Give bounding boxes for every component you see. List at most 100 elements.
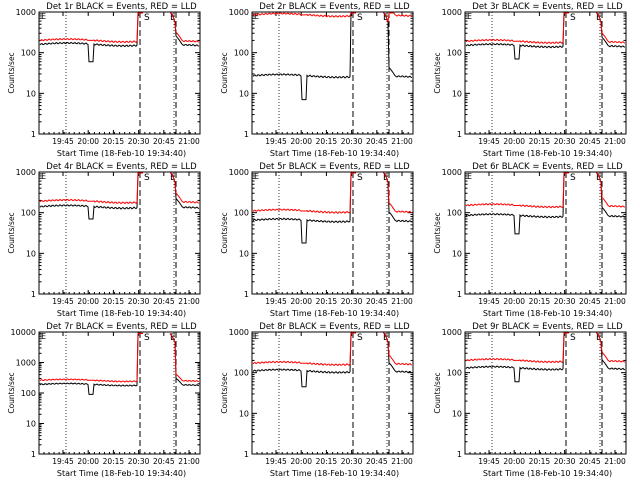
- y-tick-label: 1000: [442, 8, 462, 17]
- y-tick-label: 1: [244, 290, 249, 299]
- start-marker-label: S: [570, 333, 576, 343]
- x-tick-label: 20:00: [77, 137, 99, 146]
- y-tick-label: 1000: [229, 328, 249, 337]
- y-tick-label: 10: [239, 409, 249, 418]
- y-tick-label: 10: [239, 249, 249, 258]
- y-tick-label: 1: [31, 130, 36, 139]
- corner-marker: E: [467, 12, 472, 21]
- y-axis-label: Counts/sec: [220, 52, 229, 93]
- y-tick-label: 1000: [442, 168, 462, 177]
- chart-panel-9: Det 9r BLACK = Events, RED = LLD 1 10 100 10…: [433, 322, 627, 478]
- y-tick-label: 1: [31, 450, 36, 459]
- y-axis-label: Counts/sec: [433, 52, 442, 93]
- chart-title: Det 3r BLACK = Events, RED = LLD: [472, 2, 623, 12]
- y-tick-label: 100: [447, 369, 462, 378]
- chart-panel-7: Det 7r BLACK = Events, RED = LLD 1 10 100 10…: [7, 322, 201, 478]
- chart-title: Det 7r BLACK = Events, RED = LLD: [46, 322, 197, 332]
- y-tick-label: 100: [447, 49, 462, 58]
- x-tick-label: 19:45: [52, 137, 74, 146]
- x-tick-label: 20:45: [153, 457, 175, 466]
- chart-panel-4: Det 4r BLACK = Events, RED = LLD 1 10 100 10…: [7, 162, 201, 318]
- y-tick-label: 1: [31, 290, 36, 299]
- x-axis-label: Start Time (18-Feb-10 19:34:40): [483, 469, 612, 478]
- chart-title: Det 5r BLACK = Events, RED = LLD: [259, 162, 410, 172]
- x-tick-label: 20:00: [290, 137, 312, 146]
- x-tick-label: 20:30: [341, 297, 363, 306]
- chart-title: Det 9r BLACK = Events, RED = LLD: [472, 322, 623, 332]
- lld-series-line: [465, 332, 626, 364]
- chart-title: Det 8r BLACK = Events, RED = LLD: [259, 322, 410, 332]
- x-tick-label: 19:45: [478, 457, 500, 466]
- chart-panel-3: Det 3r BLACK = Events, RED = LLD 1 10 100 10…: [433, 2, 627, 158]
- corner-marker: E: [41, 332, 46, 341]
- x-tick-label: 19:45: [52, 297, 74, 306]
- y-tick-label: 1000: [229, 8, 249, 17]
- y-tick-label: 1000: [16, 8, 36, 17]
- y-tick-label: 10: [452, 409, 462, 418]
- x-tick-label: 19:45: [265, 297, 287, 306]
- lld-series-line: [252, 332, 413, 367]
- y-axis-label: Counts/sec: [220, 212, 229, 253]
- x-tick-label: 20:30: [128, 137, 150, 146]
- x-tick-label: 20:00: [503, 137, 525, 146]
- chart-title: Det 4r BLACK = Events, RED = LLD: [46, 162, 197, 172]
- corner-marker: E: [467, 172, 472, 181]
- y-axis-label: Counts/sec: [433, 372, 442, 413]
- x-tick-label: 20:00: [290, 457, 312, 466]
- x-tick-label: 19:45: [265, 137, 287, 146]
- x-tick-label: 20:30: [341, 457, 363, 466]
- chart-title: Det 6r BLACK = Events, RED = LLD: [472, 162, 623, 172]
- y-tick-label: 10: [26, 89, 36, 98]
- x-tick-label: 21:00: [391, 457, 413, 466]
- x-axis-label: Start Time (18-Feb-10 19:34:40): [270, 469, 399, 478]
- x-tick-label: 21:00: [604, 297, 626, 306]
- y-axis-label: Counts/sec: [220, 372, 229, 413]
- start-marker-label: S: [144, 173, 150, 183]
- lld-series-line: [465, 12, 626, 45]
- y-tick-label: 10: [452, 249, 462, 258]
- x-tick-label: 20:15: [529, 297, 551, 306]
- x-tick-label: 20:45: [579, 457, 601, 466]
- x-axis-label: Start Time (18-Feb-10 19:34:40): [483, 149, 612, 158]
- x-tick-label: 19:45: [265, 457, 287, 466]
- y-tick-label: 1000: [229, 168, 249, 177]
- start-marker-label: S: [144, 13, 150, 23]
- lld-series-line: [39, 12, 200, 44]
- x-tick-label: 20:15: [529, 137, 551, 146]
- x-tick-label: 20:45: [366, 297, 388, 306]
- x-tick-label: 20:30: [341, 137, 363, 146]
- lld-series-line: [39, 332, 200, 383]
- x-tick-label: 21:00: [178, 137, 200, 146]
- y-tick-label: 1: [457, 130, 462, 139]
- x-tick-label: 20:45: [153, 137, 175, 146]
- events-series-line: [252, 12, 413, 101]
- x-tick-label: 20:00: [77, 457, 99, 466]
- start-marker-label: S: [357, 173, 363, 183]
- x-tick-label: 20:15: [316, 457, 338, 466]
- x-tick-label: 19:45: [52, 457, 74, 466]
- x-tick-label: 21:00: [178, 297, 200, 306]
- x-tick-label: 21:00: [604, 137, 626, 146]
- chart-panel-1: Det 1r BLACK = Events, RED = LLD 1 10 100 10…: [7, 2, 201, 158]
- y-axis-label: Counts/sec: [7, 372, 16, 413]
- x-tick-label: 20:15: [316, 297, 338, 306]
- x-tick-label: 20:45: [579, 137, 601, 146]
- lld-series-line: [465, 172, 626, 209]
- start-marker-label: S: [357, 13, 363, 23]
- x-tick-label: 20:30: [128, 297, 150, 306]
- y-tick-label: 1: [244, 130, 249, 139]
- y-tick-label: 1: [244, 450, 249, 459]
- chart-title: Det 1r BLACK = Events, RED = LLD: [46, 2, 197, 12]
- x-axis-label: Start Time (18-Feb-10 19:34:40): [270, 149, 399, 158]
- corner-marker: E: [41, 12, 46, 21]
- y-tick-label: 100: [234, 49, 249, 58]
- x-tick-label: 20:45: [366, 137, 388, 146]
- x-tick-label: 19:45: [478, 297, 500, 306]
- x-tick-label: 20:15: [103, 457, 125, 466]
- y-tick-label: 1: [457, 290, 462, 299]
- x-tick-label: 20:00: [77, 297, 99, 306]
- start-marker-label: S: [570, 13, 576, 23]
- x-axis-label: Start Time (18-Feb-10 19:34:40): [57, 149, 186, 158]
- y-tick-label: 100: [21, 389, 36, 398]
